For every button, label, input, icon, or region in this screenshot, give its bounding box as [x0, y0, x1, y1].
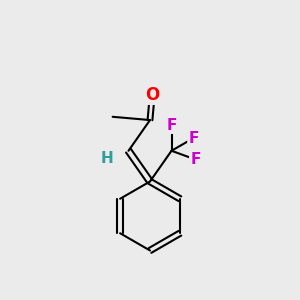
Text: F: F [188, 130, 199, 146]
Text: F: F [166, 118, 177, 133]
Text: O: O [145, 86, 159, 104]
Text: F: F [190, 152, 201, 167]
Text: H: H [101, 151, 114, 166]
